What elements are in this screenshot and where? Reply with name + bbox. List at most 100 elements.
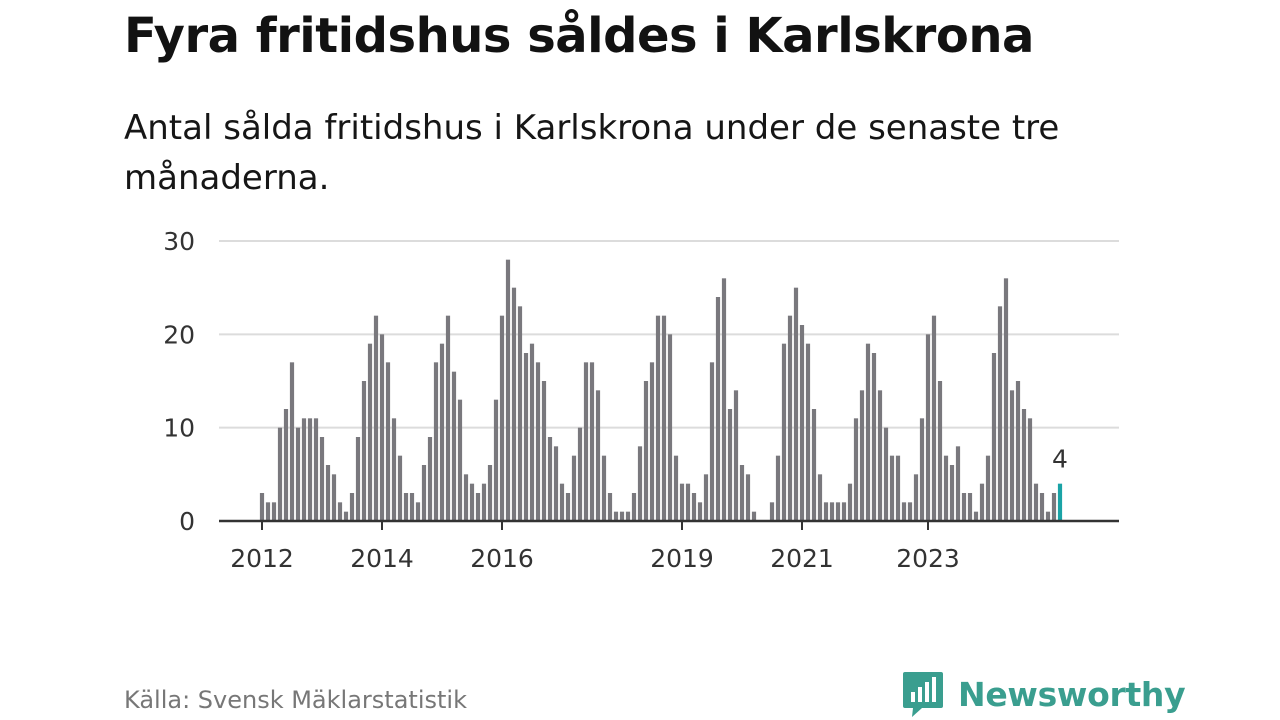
bar [889, 455, 895, 521]
bar [865, 343, 871, 521]
bar [853, 418, 859, 521]
bar [361, 381, 367, 521]
bar [985, 455, 991, 521]
bar [331, 474, 337, 521]
y-tick-label: 0 [179, 507, 195, 536]
bar [835, 502, 841, 521]
bar [805, 343, 811, 521]
bar [475, 493, 481, 521]
bar [667, 334, 673, 521]
bar [511, 287, 517, 521]
bar [313, 418, 319, 521]
bar [439, 343, 445, 521]
bar [949, 465, 955, 521]
bar [403, 493, 409, 521]
bar [703, 474, 709, 521]
bar [487, 465, 493, 521]
bar [913, 474, 919, 521]
bar [649, 362, 655, 521]
x-tick-label: 2021 [770, 544, 834, 573]
highlight-value-label: 4 [1052, 445, 1068, 474]
bar [685, 483, 691, 521]
bar [829, 502, 835, 521]
data-labels: 4 [1052, 445, 1068, 474]
bar [877, 390, 883, 521]
bar [577, 427, 583, 521]
bar [601, 455, 607, 521]
bar [463, 474, 469, 521]
chart-subtitle: Antal sålda fritidshus i Karlskrona unde… [124, 108, 1060, 198]
bar [445, 315, 451, 521]
bar [1027, 418, 1033, 521]
bar [457, 399, 463, 521]
bar [1003, 278, 1009, 521]
x-tick-label: 2023 [896, 544, 960, 573]
bar [997, 306, 1003, 521]
bar [1009, 390, 1015, 521]
bar [1045, 511, 1051, 521]
brand-logo: Newsworthy [902, 670, 1186, 718]
bar-chart: 0 10 20 30 2012 2014 2016 2019 2021 2023 4 [163, 227, 1119, 573]
bar [481, 483, 487, 521]
bar [817, 474, 823, 521]
bar [391, 418, 397, 521]
bar [859, 390, 865, 521]
bar [697, 502, 703, 521]
bar [325, 465, 331, 521]
y-tick-label: 20 [163, 320, 195, 349]
bar [367, 343, 373, 521]
bar [883, 427, 889, 521]
bar [607, 493, 613, 521]
bars [259, 259, 1063, 521]
bar [469, 483, 475, 521]
bar [691, 493, 697, 521]
y-tick-label: 10 [163, 414, 195, 443]
bar [283, 409, 289, 521]
bar [301, 418, 307, 521]
bar [739, 465, 745, 521]
bar [271, 502, 277, 521]
bar [295, 427, 301, 521]
bar [823, 502, 829, 521]
bar [625, 511, 631, 521]
bar [955, 446, 961, 521]
bar [379, 334, 385, 521]
x-tick-label: 2019 [650, 544, 714, 573]
bar [517, 306, 523, 521]
bar [505, 259, 511, 521]
bar [1051, 493, 1057, 521]
bar [631, 493, 637, 521]
bar [709, 362, 715, 521]
bar [541, 381, 547, 521]
bar [1021, 409, 1027, 521]
bar [1015, 381, 1021, 521]
bar [355, 437, 361, 521]
bar [427, 437, 433, 521]
bar [745, 474, 751, 521]
bar [385, 362, 391, 521]
bar [793, 287, 799, 521]
bar [397, 455, 403, 521]
bar [307, 418, 313, 521]
bar [529, 343, 535, 521]
bar [991, 353, 997, 521]
bar [565, 493, 571, 521]
bar [409, 493, 415, 521]
bar [637, 446, 643, 521]
bar [319, 437, 325, 521]
bar [493, 399, 499, 521]
bar [433, 362, 439, 521]
bar [733, 390, 739, 521]
bar [1039, 493, 1045, 521]
bar [619, 511, 625, 521]
bar [349, 493, 355, 521]
bar [973, 511, 979, 521]
bar [547, 437, 553, 521]
bar [979, 483, 985, 521]
bar [721, 278, 727, 521]
bar [655, 315, 661, 521]
bar [553, 446, 559, 521]
bar [787, 315, 793, 521]
x-tick-label: 2014 [350, 544, 414, 573]
bar [847, 483, 853, 521]
